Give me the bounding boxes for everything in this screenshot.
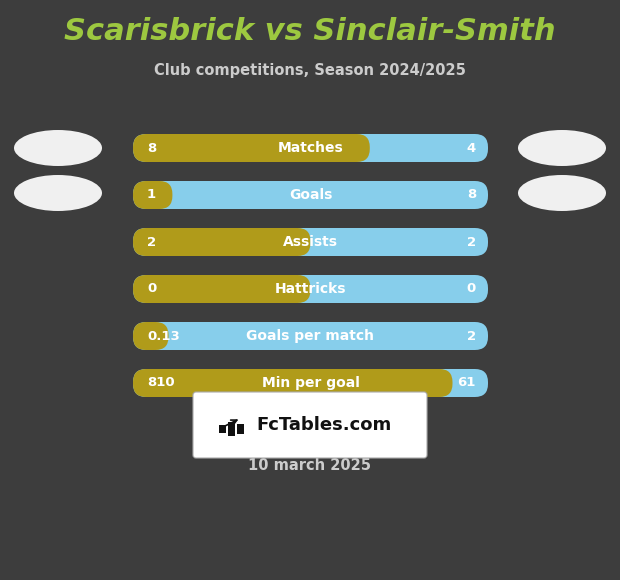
FancyBboxPatch shape xyxy=(133,181,172,209)
Text: 2: 2 xyxy=(467,329,476,343)
Ellipse shape xyxy=(518,130,606,166)
FancyBboxPatch shape xyxy=(133,369,453,397)
Text: 8: 8 xyxy=(147,142,156,154)
FancyBboxPatch shape xyxy=(133,181,488,209)
Text: Goals: Goals xyxy=(289,188,332,202)
FancyBboxPatch shape xyxy=(133,369,488,397)
Text: 8: 8 xyxy=(467,188,476,201)
FancyBboxPatch shape xyxy=(133,134,488,162)
Text: 2: 2 xyxy=(147,235,156,248)
Text: Min per goal: Min per goal xyxy=(262,376,360,390)
Ellipse shape xyxy=(14,175,102,211)
Text: 61: 61 xyxy=(458,376,476,390)
Text: 810: 810 xyxy=(147,376,175,390)
Bar xyxy=(219,425,226,433)
Text: FcTables.com: FcTables.com xyxy=(256,416,391,434)
Text: 2: 2 xyxy=(467,235,476,248)
Text: Club competitions, Season 2024/2025: Club competitions, Season 2024/2025 xyxy=(154,63,466,78)
FancyBboxPatch shape xyxy=(193,392,427,458)
Text: 4: 4 xyxy=(467,142,476,154)
Text: 0: 0 xyxy=(147,282,156,295)
FancyBboxPatch shape xyxy=(133,228,311,256)
Text: Matches: Matches xyxy=(278,141,343,155)
FancyBboxPatch shape xyxy=(133,134,370,162)
Text: 0: 0 xyxy=(467,282,476,295)
Ellipse shape xyxy=(14,130,102,166)
FancyBboxPatch shape xyxy=(133,275,488,303)
Bar xyxy=(237,424,244,434)
Text: 0.13: 0.13 xyxy=(147,329,180,343)
Text: Assists: Assists xyxy=(283,235,338,249)
FancyBboxPatch shape xyxy=(133,322,169,350)
FancyBboxPatch shape xyxy=(133,228,488,256)
Text: Scarisbrick vs Sinclair-Smith: Scarisbrick vs Sinclair-Smith xyxy=(64,17,556,46)
Text: Goals per match: Goals per match xyxy=(247,329,374,343)
Text: 10 march 2025: 10 march 2025 xyxy=(249,458,371,473)
FancyBboxPatch shape xyxy=(133,275,311,303)
Text: Hattricks: Hattricks xyxy=(275,282,346,296)
Text: 1: 1 xyxy=(147,188,156,201)
FancyBboxPatch shape xyxy=(133,322,488,350)
Ellipse shape xyxy=(518,175,606,211)
Bar xyxy=(228,422,235,436)
